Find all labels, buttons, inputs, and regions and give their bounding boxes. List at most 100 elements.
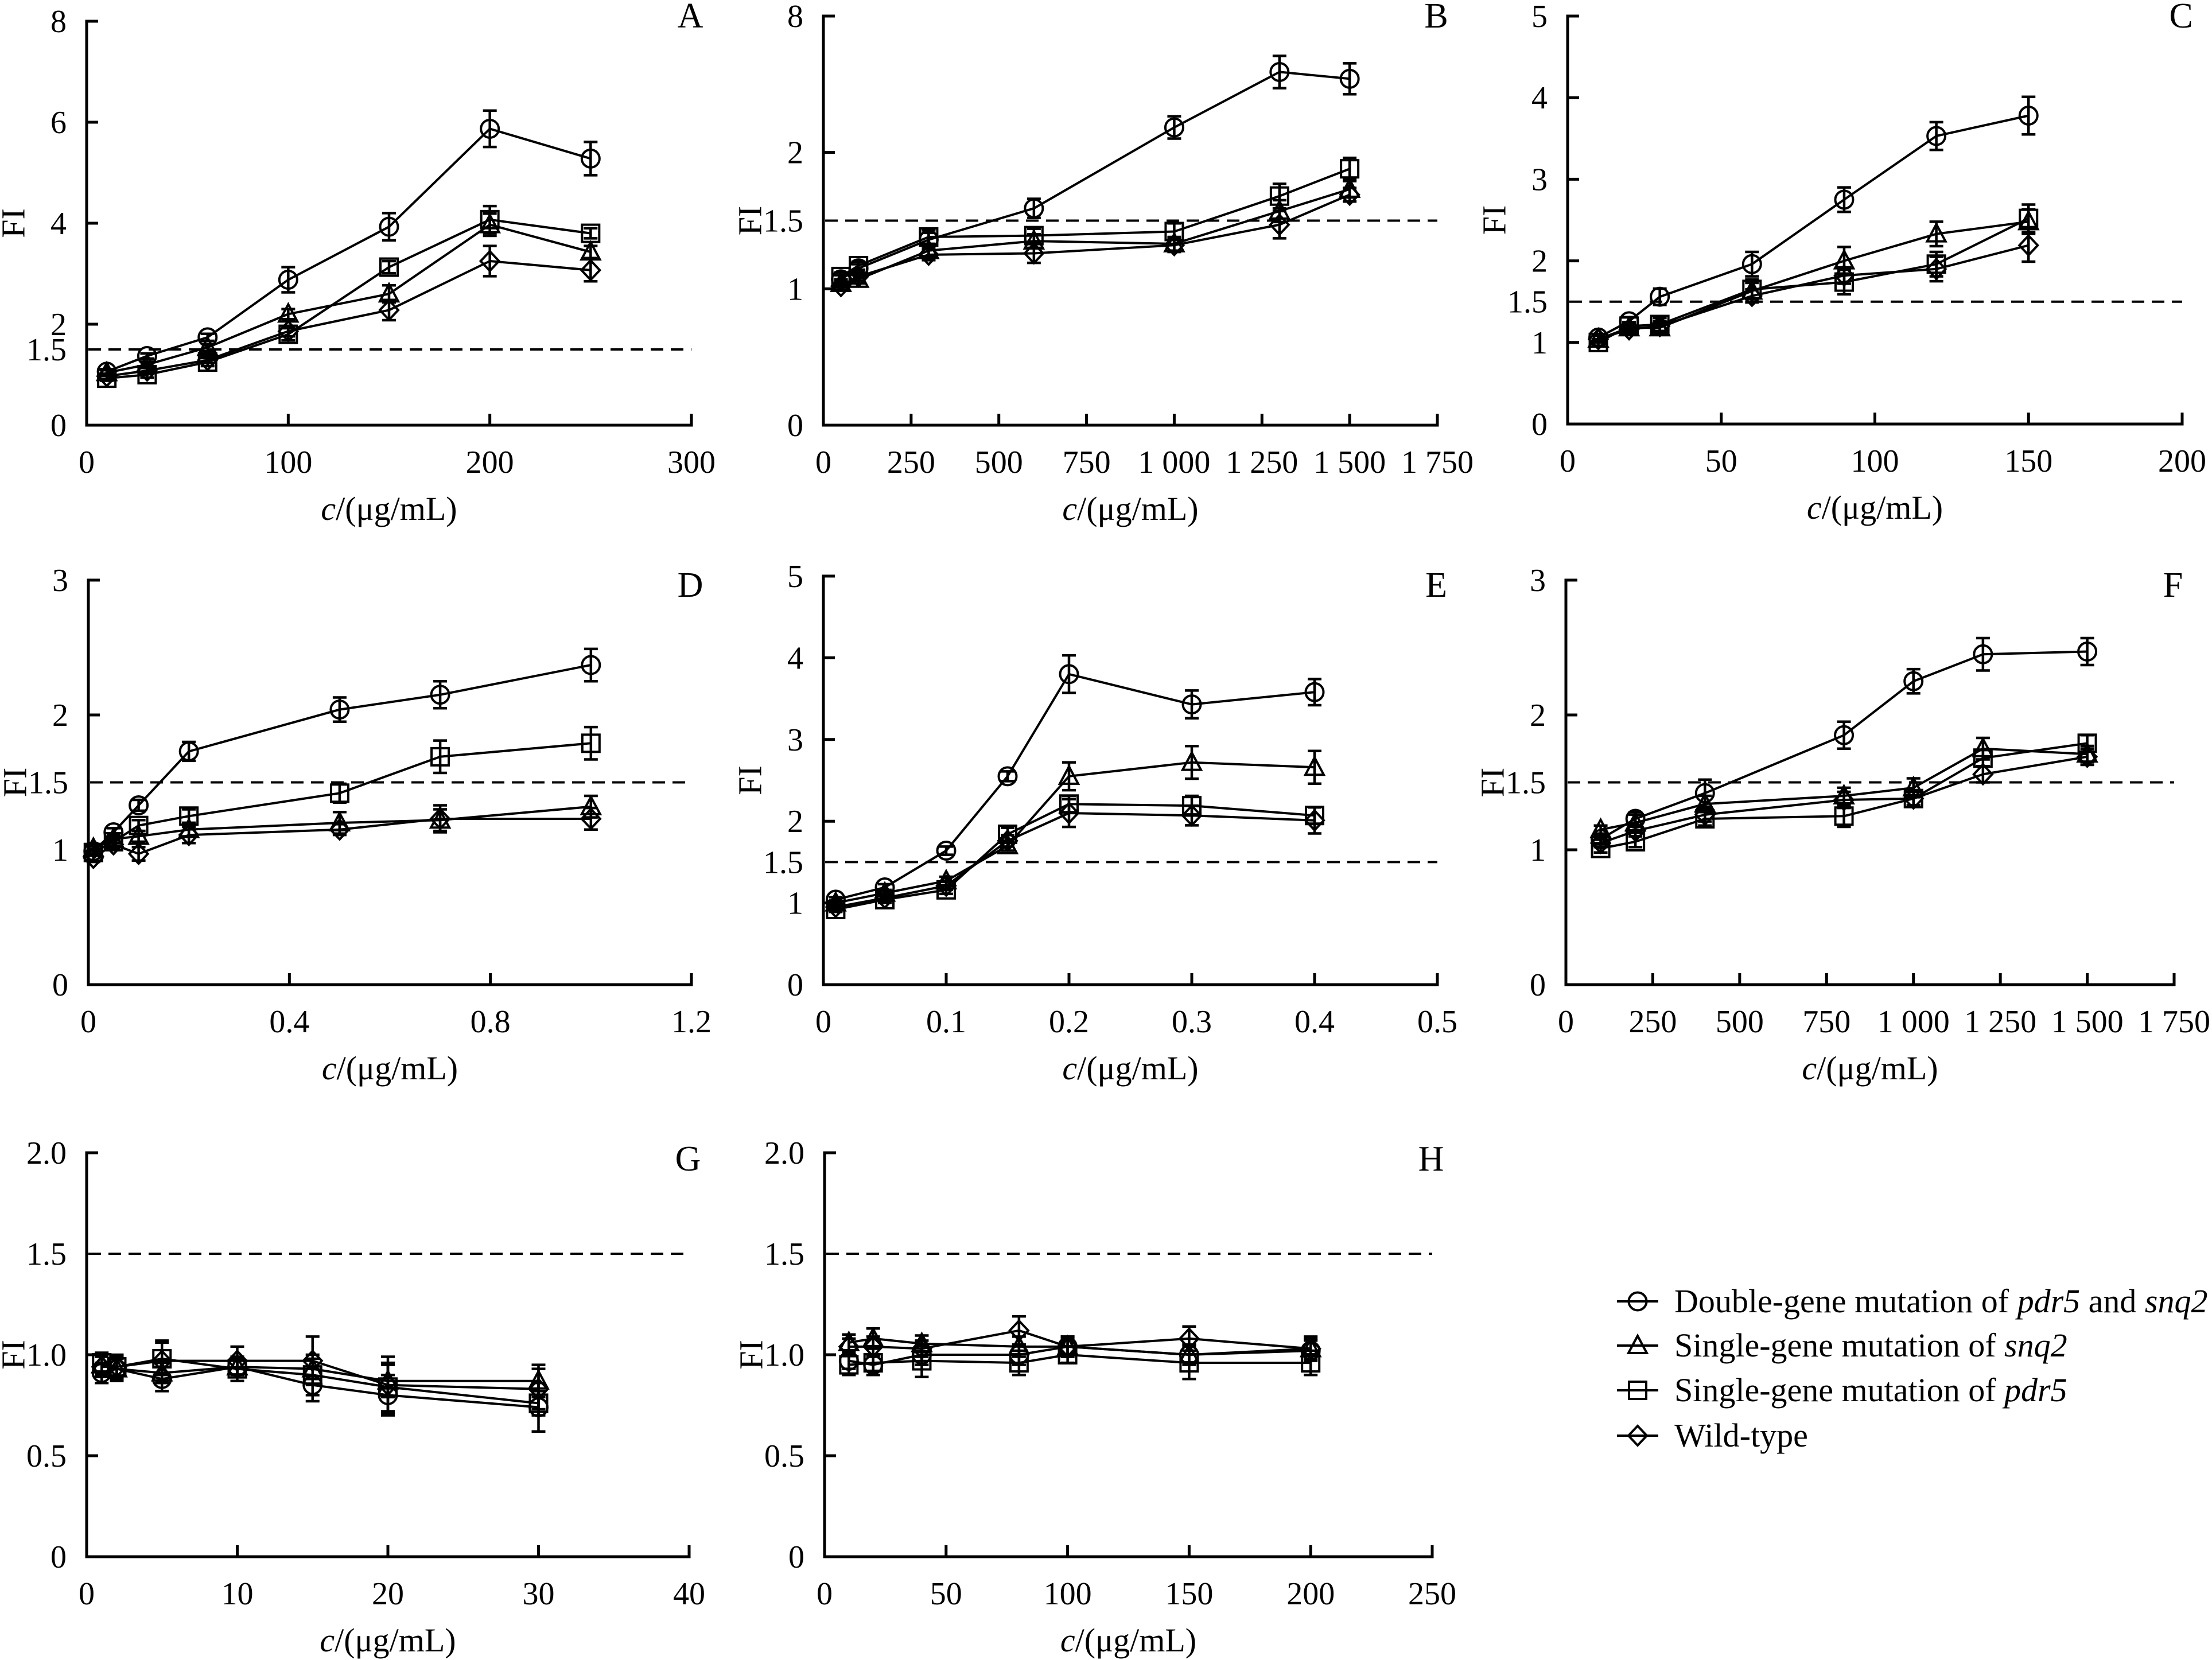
- data-point-diamond: [830, 274, 852, 298]
- panel-label: E: [1425, 566, 1447, 605]
- x-tick-label: 100: [1044, 1576, 1092, 1612]
- data-point-diamond: [103, 833, 125, 856]
- data-point-diamond: [1624, 819, 1646, 843]
- y-tick-label: 2: [787, 804, 803, 839]
- x-axis-label-part: c: [1807, 489, 1822, 526]
- data-point-circle: [430, 685, 450, 705]
- y-tick-label: 1: [787, 271, 803, 307]
- x-axis-label-part: /(μg/mL): [336, 490, 457, 527]
- data-point-diamond: [1587, 328, 1610, 351]
- x-tick-label: 0.4: [1294, 1004, 1335, 1040]
- panel-label: G: [675, 1140, 701, 1179]
- data-point-diamond: [1833, 788, 1855, 811]
- data-point-square: [1269, 186, 1289, 206]
- data-point-circle: [1903, 671, 1924, 691]
- x-axis-label-part: /(μg/mL): [1077, 490, 1199, 527]
- series-line-triangle: [841, 188, 1350, 285]
- legend-label-part: snq2: [2145, 1282, 2208, 1320]
- error-bar: [1062, 654, 1076, 694]
- data-point-diamond: [429, 807, 451, 830]
- data-point-diamond: [527, 1377, 550, 1401]
- panel-B: 0 1 1.5 2 8 0 250 500 750 1 000 1 250 1 500 1 750 c/(…: [732, 0, 1474, 527]
- y-axis-label: FI: [733, 1340, 770, 1370]
- y-axis-label: FI: [1474, 768, 1511, 798]
- data-point-triangle: [1925, 221, 1947, 243]
- data-point-diamond: [197, 348, 219, 372]
- data-point-diamond: [378, 298, 400, 322]
- x-tick-label: 0: [815, 445, 831, 480]
- data-point-diamond: [1741, 284, 1763, 308]
- legend: Double-gene mutation of pdr5 and snq2Sin…: [1617, 1282, 2207, 1454]
- series-diamond: [1587, 227, 2039, 351]
- error-bar: [381, 1355, 395, 1415]
- legend-item-diamond: Wild-type: [1617, 1417, 1808, 1454]
- y-tick-label: 0.5: [764, 1439, 804, 1474]
- data-point-circle: [1741, 254, 1762, 274]
- series-square: [83, 725, 601, 862]
- y-axis-label: FI: [1476, 205, 1513, 235]
- error-bar: [200, 355, 215, 365]
- data-point-circle: [379, 216, 399, 237]
- data-point-diamond: [911, 1337, 933, 1360]
- y-tick-label: 2: [52, 698, 68, 733]
- series-diamond: [96, 244, 602, 388]
- error-bar: [433, 739, 448, 775]
- x-axis-label: c/(μg/mL): [1807, 489, 1943, 526]
- square-marker-icon: [1628, 1381, 1647, 1400]
- data-point-diamond: [1618, 318, 1640, 341]
- x-axis-label-part: /(μg/mL): [335, 1622, 456, 1659]
- y-tick-label: 3: [52, 563, 68, 598]
- x-tick-label: 200: [2158, 444, 2206, 479]
- x-tick-label: 1 500: [2051, 1004, 2124, 1040]
- x-tick-label: 1 750: [1401, 445, 1474, 480]
- series-line-circle: [106, 127, 591, 373]
- x-tick-label: 200: [466, 445, 514, 480]
- x-tick-label: 0.4: [269, 1004, 309, 1040]
- data-point-circle: [480, 118, 500, 139]
- y-tick-label: 3: [787, 722, 803, 758]
- x-tick-label: 10: [221, 1576, 254, 1612]
- panel-label: F: [2163, 566, 2183, 605]
- error-bar: [140, 367, 154, 375]
- data-point-diamond: [1304, 808, 1325, 832]
- data-point-diamond: [1833, 264, 1855, 287]
- data-point-circle: [1339, 68, 1360, 89]
- legend-label-part: pdr5: [2015, 1282, 2081, 1320]
- y-tick-label: 0: [788, 1540, 804, 1575]
- data-point-diamond: [1925, 257, 1947, 281]
- x-tick-label: 0: [79, 445, 95, 480]
- series-diamond: [830, 183, 1360, 298]
- series-diamond: [838, 1315, 1321, 1362]
- x-tick-label: 0.3: [1172, 1004, 1212, 1040]
- y-tick-label: 3: [1531, 162, 1548, 197]
- error-bar: [281, 308, 296, 321]
- data-point-square: [329, 783, 349, 803]
- y-tick-label: 1.5: [26, 1237, 67, 1272]
- legend-label-part: Double-gene mutation of: [1674, 1282, 2017, 1320]
- data-point-diamond: [825, 895, 847, 919]
- panel-label: H: [1418, 1140, 1444, 1179]
- data-point-diamond: [1163, 234, 1185, 257]
- data-point-circle: [1181, 694, 1202, 715]
- data-point-diamond: [1649, 314, 1671, 338]
- legend-label: Double-gene mutation of pdr5 and snq2: [1674, 1282, 2207, 1320]
- error-bar: [382, 259, 396, 275]
- y-tick-label: 1.5: [763, 845, 803, 880]
- y-tick-label: 8: [787, 0, 803, 34]
- y-tick-label: 0.5: [26, 1439, 67, 1474]
- panel-A: 0 1.52 4 6 8 0 100 200 300 c/(μg/mL) FI A: [0, 0, 716, 527]
- error-bar: [1906, 790, 1921, 807]
- panel-F: 0 1 1.5 2 3 0 250 500 750 1 000 1 250 1 500 1 750 c/(…: [1474, 563, 2211, 1087]
- y-tick-label: 1.5: [764, 1237, 804, 1272]
- x-tick-label: 500: [1716, 1004, 1764, 1040]
- error-bar: [155, 1339, 169, 1383]
- error-bar: [1976, 636, 1990, 672]
- x-tick-label: 40: [673, 1576, 705, 1612]
- error-bar: [584, 647, 598, 683]
- x-tick-label: 750: [1802, 1004, 1851, 1040]
- y-tick-label: 2: [50, 307, 67, 343]
- panel-label: D: [678, 566, 703, 605]
- data-point-diamond: [1056, 1335, 1079, 1358]
- legend-label-part: Wild-type: [1674, 1417, 1808, 1454]
- panel-label: C: [2169, 0, 2192, 36]
